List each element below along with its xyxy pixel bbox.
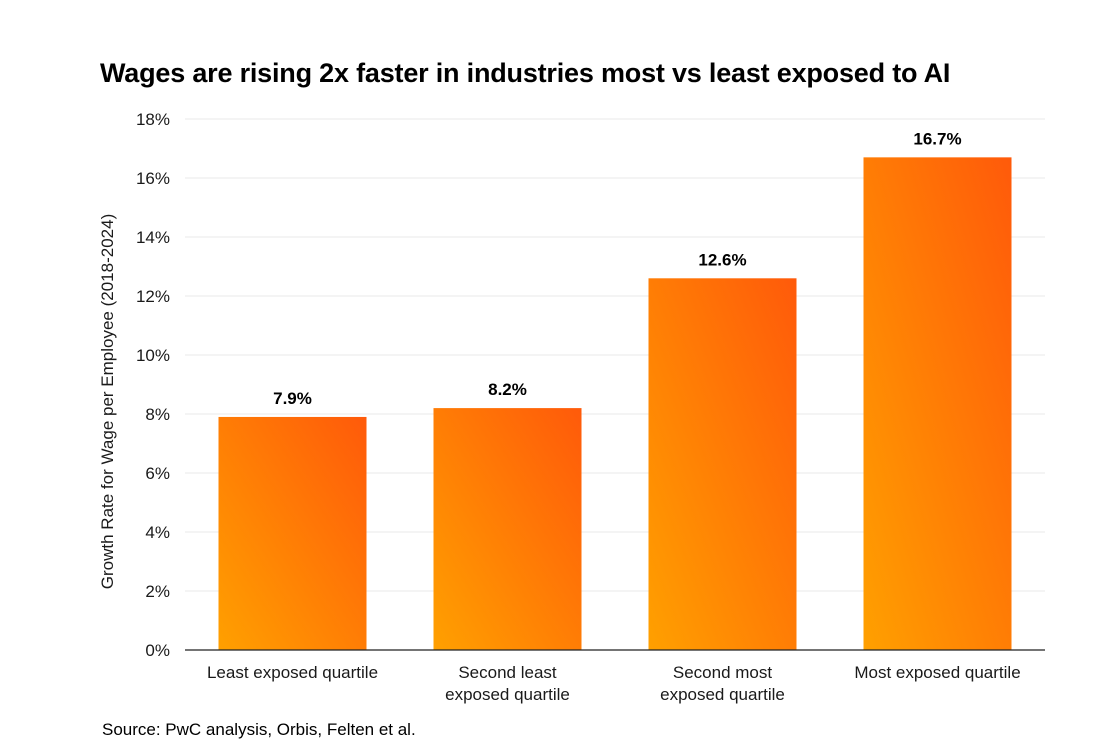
x-category-label-line: Second least: [458, 663, 557, 682]
bar: [863, 157, 1012, 650]
x-category-label: Most exposed quartile: [854, 663, 1020, 682]
y-tick-label: 6%: [145, 464, 170, 483]
x-category-label-line: Least exposed quartile: [207, 663, 378, 682]
x-category-label-line: exposed quartile: [445, 685, 570, 704]
y-tick-label: 8%: [145, 405, 170, 424]
bar: [433, 408, 582, 650]
y-axis-title: Growth Rate for Wage per Employee (2018-…: [98, 214, 117, 589]
y-tick-label: 16%: [136, 169, 170, 188]
y-tick-label: 12%: [136, 287, 170, 306]
source-note: Source: PwC analysis, Orbis, Felten et a…: [102, 720, 416, 739]
x-category-label: Second most exposed quartile: [660, 663, 785, 704]
data-label: 8.2%: [488, 380, 527, 399]
data-label: 7.9%: [273, 389, 312, 408]
y-tick-label: 2%: [145, 582, 170, 601]
x-category-label-line: Second most: [673, 663, 772, 682]
y-tick-label: 14%: [136, 228, 170, 247]
x-category-label-line: exposed quartile: [660, 685, 785, 704]
data-labels: 7.9% 8.2% 12.6% 16.7%: [273, 129, 961, 408]
y-tick-label: 0%: [145, 641, 170, 660]
x-category-label: Second least exposed quartile: [445, 663, 570, 704]
y-tick-label: 18%: [136, 110, 170, 129]
bars: [218, 157, 1012, 650]
data-label: 12.6%: [698, 250, 746, 269]
chart-title: Wages are rising 2x faster in industries…: [100, 58, 951, 88]
y-tick-label: 4%: [145, 523, 170, 542]
y-axis-ticks: 0% 2% 4% 6% 8% 10% 12% 14% 16% 18%: [136, 110, 170, 660]
x-category-label-line: Most exposed quartile: [854, 663, 1020, 682]
bar: [218, 416, 367, 650]
data-label: 16.7%: [913, 129, 961, 148]
x-category-label: Least exposed quartile: [207, 663, 378, 682]
x-axis-categories: Least exposed quartile Second least expose…: [207, 663, 1021, 704]
bar: [648, 278, 797, 650]
y-tick-label: 10%: [136, 346, 170, 365]
